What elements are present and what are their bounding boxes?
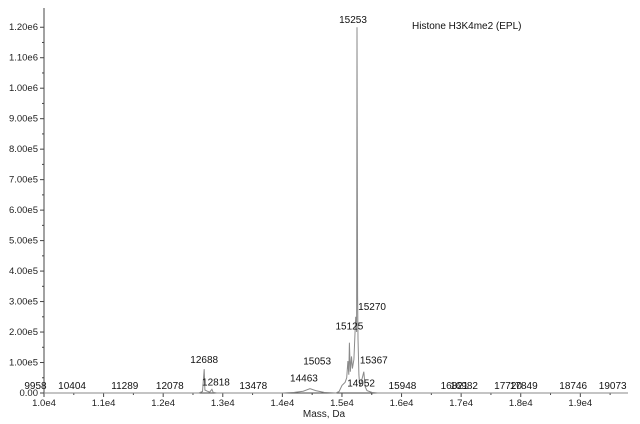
peak-label: 15948 [389, 381, 417, 392]
peak-label: 12078 [156, 381, 184, 392]
y-tick-label: 8.00e5 [9, 144, 38, 155]
peak-label: 15053 [303, 356, 331, 367]
x-tick-label: 1.9e4 [568, 398, 592, 409]
peak-label: 17720 [494, 381, 522, 392]
y-tick-label: 1.10e6 [9, 53, 38, 64]
peak-label: 12818 [202, 377, 230, 388]
peak-label: 9958 [24, 381, 47, 392]
spectrum-line [44, 27, 628, 394]
x-tick-label: 1.8e4 [509, 398, 533, 409]
peak-label: 13478 [239, 381, 267, 392]
peak-label: 14463 [290, 374, 318, 385]
y-tick-label: 3.00e5 [9, 297, 38, 308]
y-tick-label: 2.00e5 [9, 327, 38, 338]
y-tick-label: 7.00e5 [9, 175, 38, 186]
y-tick-label: 0.00 [20, 388, 39, 399]
peak-label: 15253 [339, 15, 367, 26]
y-axis-ticks: 0.00 1.00e5 2.00e5 3.00e5 4.00e5 5.00e5 6.00e5… [9, 22, 44, 399]
x-tick-label: 1.6e4 [390, 398, 414, 409]
spectrum-series [44, 27, 628, 394]
chart-title: Histone H3K4me2 (EPL) [412, 21, 522, 32]
peak-label: 11289 [111, 381, 139, 392]
y-tick-label: 6.00e5 [9, 205, 38, 216]
x-tick-label: 1.5e4 [330, 398, 354, 409]
x-tick-label: 1.2e4 [151, 398, 175, 409]
peak-label: 16982 [450, 381, 478, 392]
peak-label: 14952 [347, 378, 375, 389]
x-tick-label: 1.7e4 [449, 398, 473, 409]
y-tick-label: 5.00e5 [9, 236, 38, 247]
peak-label: 15270 [358, 302, 386, 313]
x-tick-label: 1.4e4 [270, 398, 294, 409]
peak-label: 15367 [360, 356, 388, 367]
x-axis-label: Mass, Da [303, 409, 346, 420]
peak-label: 12688 [190, 355, 218, 366]
y-tick-label: 4.00e5 [9, 266, 38, 277]
y-tick-label: 1.20e6 [9, 22, 38, 33]
x-tick-label: 1.1e4 [92, 398, 116, 409]
y-tick-label: 1.00e5 [9, 358, 38, 369]
x-tick-label: 1.3e4 [211, 398, 235, 409]
peak-label: 18746 [559, 381, 587, 392]
x-axis-ticks: 1.0e4 1.1e4 1.2e4 1.3e4 1.4e4 1.5e4 1.6e4 1.7e4… [32, 393, 611, 409]
peak-label: 15125 [336, 322, 364, 333]
peak-label: 10404 [58, 381, 86, 392]
y-tick-label: 1.00e6 [9, 83, 38, 94]
peak-labels: 9958 10404 11289 12078 12688 12818 13478 14463 1… [24, 15, 627, 392]
peak-label: 16821 [441, 381, 469, 392]
peak-label: 19073 [599, 381, 627, 392]
x-tick-label: 1.0e4 [32, 398, 56, 409]
peak-label: 17849 [510, 381, 538, 392]
y-tick-label: 9.00e5 [9, 114, 38, 125]
